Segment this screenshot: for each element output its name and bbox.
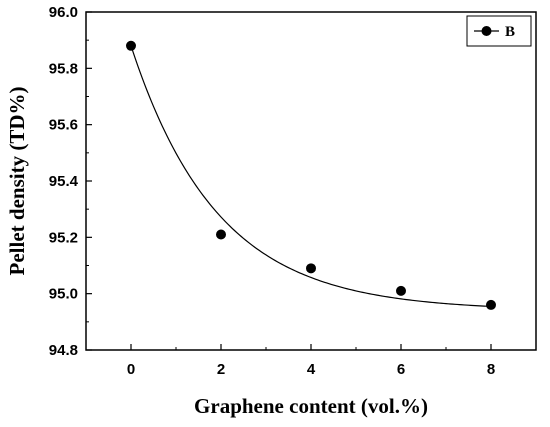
legend-label: B: [505, 24, 515, 40]
fit-curve: [130, 45, 492, 308]
y-axis-title: Pellet density (TD%): [5, 87, 29, 276]
y-tick-label: 95.2: [49, 229, 78, 246]
x-tick-label: 8: [487, 361, 495, 378]
y-tick-label: 95.8: [49, 60, 78, 77]
legend: B: [466, 15, 532, 47]
data-point: [396, 285, 406, 296]
y-tick-label: 95.6: [49, 117, 78, 134]
y-tick-label: 95.4: [49, 173, 79, 190]
data-point: [126, 40, 136, 51]
y-tick-label: 95.0: [49, 286, 78, 303]
data-point: [216, 229, 226, 240]
x-tick-label: 6: [397, 361, 405, 378]
data-point: [306, 263, 316, 274]
x-axis-ticks: 0 2 4 6 8: [85, 344, 537, 378]
x-tick-label: 2: [217, 361, 225, 378]
data-points: [126, 40, 496, 310]
legend-marker: [481, 26, 492, 36]
data-point: [486, 299, 496, 310]
y-tick-label: 96.0: [49, 4, 78, 21]
x-tick-label: 0: [127, 361, 135, 378]
x-axis-title: Graphene content (vol.%): [194, 394, 428, 418]
x-tick-label: 4: [307, 361, 316, 378]
y-axis-ticks: 94.8 95.0 95.2 95.4 95.6 95.8 96.0: [49, 4, 92, 359]
plot-frame: [85, 11, 537, 351]
y-tick-label: 94.8: [49, 342, 78, 359]
